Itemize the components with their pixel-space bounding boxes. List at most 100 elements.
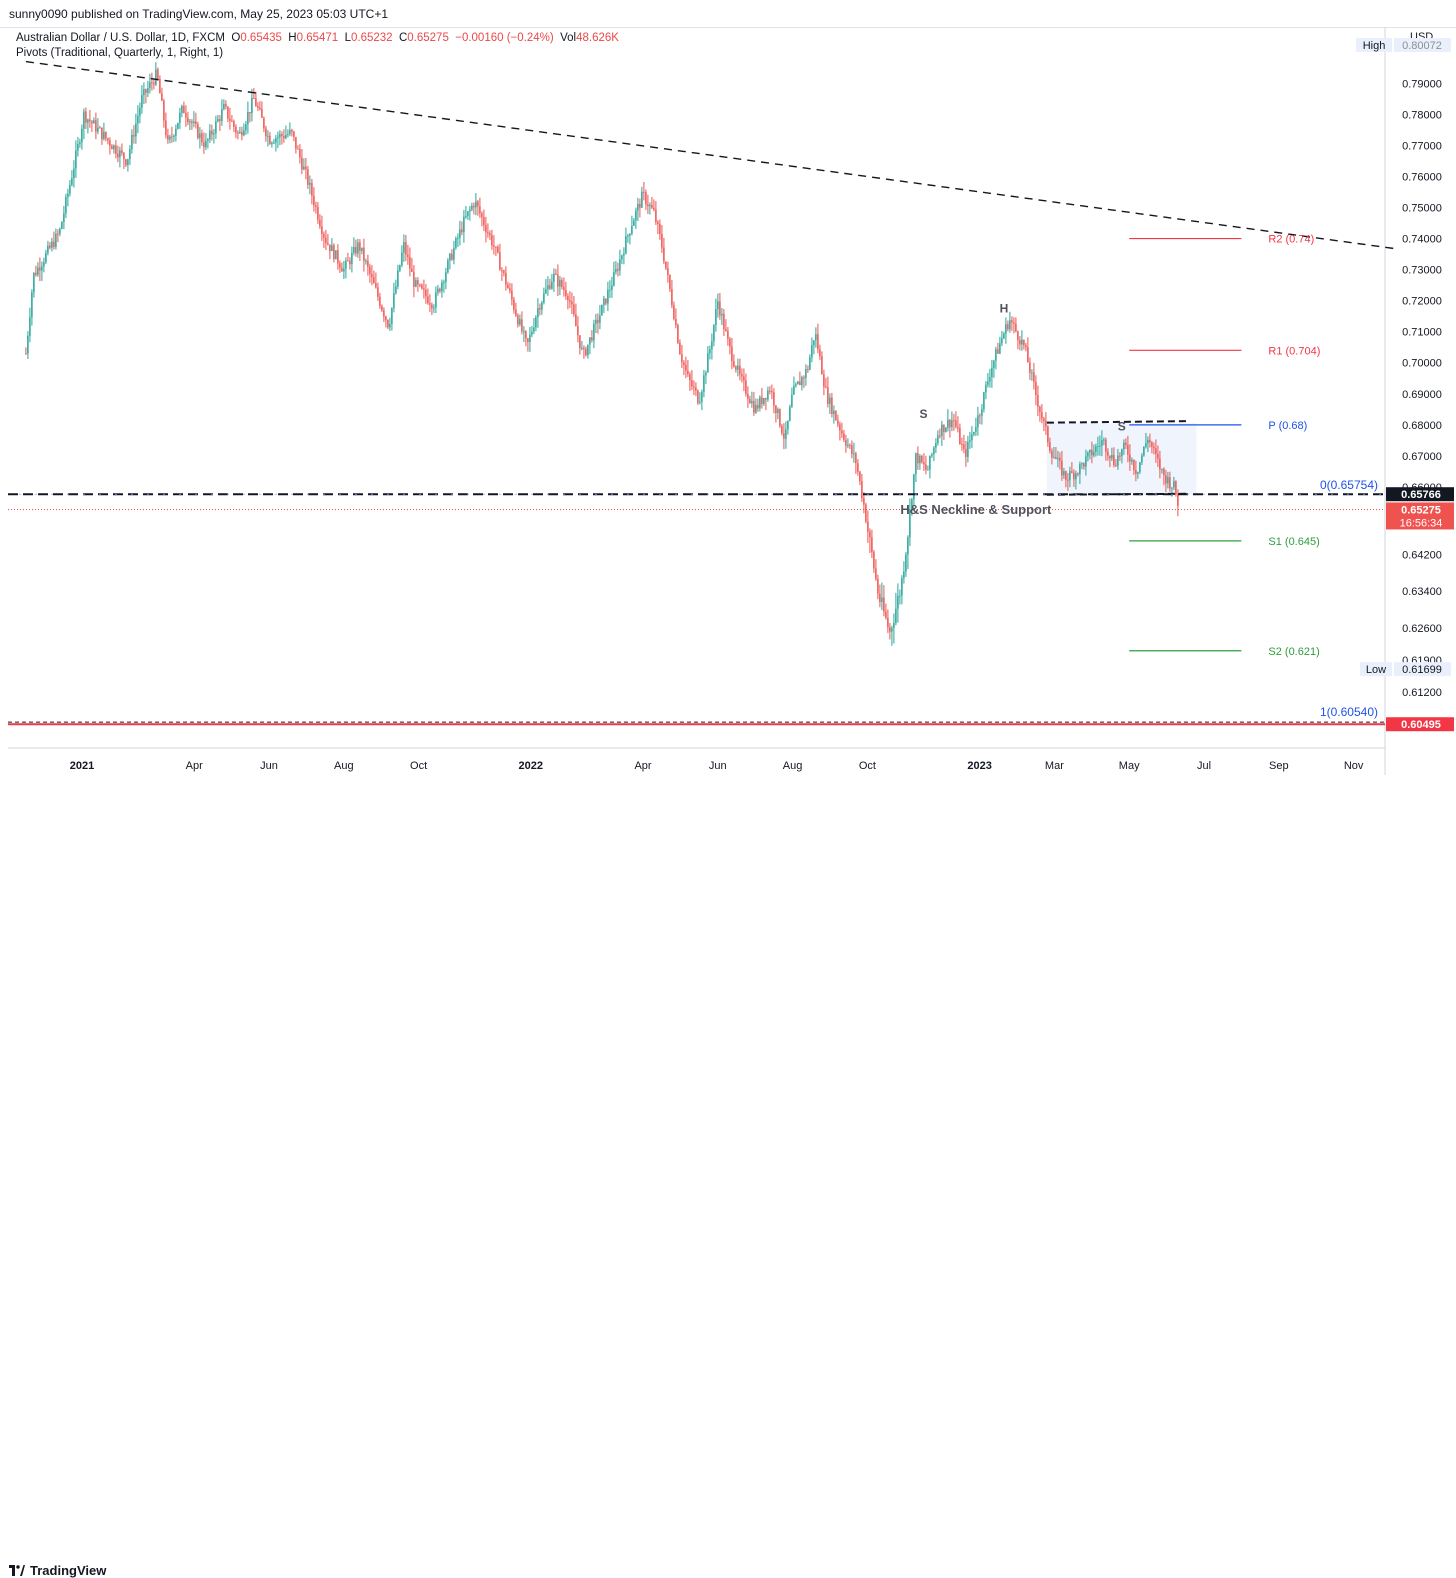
candle-body: [615, 269, 617, 273]
candle-body: [771, 391, 773, 393]
candle-body: [1163, 468, 1165, 476]
candle-body: [61, 222, 63, 229]
candle-body: [347, 260, 349, 262]
candle-body: [445, 272, 447, 283]
candle-body: [471, 205, 473, 210]
candle-body: [703, 375, 705, 392]
indicator-title[interactable]: Pivots (Traditional, Quarterly, 1, Right…: [16, 47, 224, 59]
candle-body: [1033, 372, 1035, 382]
candle-body: [105, 131, 107, 139]
candle-body: [1147, 439, 1149, 444]
candle-body: [933, 447, 935, 455]
candle-body: [257, 106, 259, 108]
candle-body: [531, 331, 533, 335]
candle-body: [289, 129, 291, 134]
candle-body: [489, 233, 491, 236]
candle-body: [437, 288, 439, 293]
candle-body: [947, 419, 949, 428]
candle-body: [1031, 372, 1033, 374]
candle-body: [869, 531, 871, 538]
candle-body: [733, 361, 735, 367]
x-tick-label: 2022: [519, 760, 543, 772]
candle-body: [843, 433, 845, 441]
candle-body: [655, 209, 657, 223]
candle-body: [727, 330, 729, 339]
candle-body: [1157, 453, 1159, 459]
x-tick-label: Apr: [186, 760, 203, 772]
candle-body: [857, 463, 859, 472]
candle-body: [957, 426, 959, 429]
candle-body: [209, 130, 211, 140]
candle-body: [817, 334, 819, 350]
candle-body: [343, 268, 345, 272]
candle-body: [945, 427, 947, 432]
candle-body: [261, 109, 263, 118]
candle-body: [785, 429, 787, 439]
neckline-price-badge: 0.65766: [1401, 489, 1441, 501]
candle-body: [1137, 472, 1139, 474]
candle-body: [499, 252, 501, 271]
candle-body: [1127, 444, 1129, 455]
candle-body: [683, 362, 685, 365]
candle-body: [107, 138, 109, 141]
x-tick-label: May: [1119, 760, 1140, 772]
candle-body: [1093, 451, 1095, 456]
candle-body: [371, 274, 373, 278]
tradingview-logo[interactable]: TradingView: [9, 1563, 106, 1578]
candle-body: [665, 261, 667, 269]
candle-body: [277, 137, 279, 139]
candle-body: [101, 127, 103, 140]
candle-body: [521, 319, 523, 332]
price-chart[interactable]: USD0.790000.780000.770000.760000.750000.…: [8, 27, 1456, 775]
candle-body: [153, 82, 155, 85]
candle-body: [491, 235, 493, 246]
candle-body: [635, 210, 637, 221]
candle-body: [1035, 381, 1037, 396]
x-tick-label: Jun: [709, 760, 727, 772]
candle-body: [1091, 449, 1093, 456]
candle-body: [1085, 456, 1087, 467]
low-value: 0.65232: [350, 32, 393, 44]
candle-body: [1039, 406, 1041, 413]
candle-body: [707, 353, 709, 373]
candle-body: [391, 307, 393, 324]
candle-body: [1043, 418, 1045, 421]
candle-body: [1141, 455, 1143, 463]
candle-body: [1115, 465, 1117, 467]
pivot-label: R1 (0.704): [1268, 345, 1320, 357]
candle-body: [375, 283, 377, 288]
candle-body: [517, 315, 519, 325]
y-tick-label: 0.68000: [1402, 420, 1442, 432]
candle-body: [87, 119, 89, 123]
open-value: 0.65435: [240, 32, 282, 44]
candle-body: [35, 272, 37, 275]
candle-body: [407, 254, 409, 257]
candle-body: [367, 260, 369, 267]
x-tick-label: Aug: [783, 760, 803, 772]
candle-body: [825, 386, 827, 388]
candle-body: [229, 118, 231, 121]
candle-body: [743, 376, 745, 381]
candle-body: [551, 281, 553, 289]
candle-body: [77, 143, 79, 151]
candle-body: [387, 319, 389, 328]
candle-body: [1109, 455, 1111, 459]
candle-body: [427, 296, 429, 304]
candle-body: [749, 399, 751, 404]
candle-body: [991, 367, 993, 378]
candle-body: [1165, 475, 1167, 484]
candle-body: [597, 319, 599, 323]
candle-body: [1017, 331, 1019, 341]
candle-body: [299, 148, 301, 158]
fib-level-1-label: 1(0.60540): [1320, 705, 1378, 719]
candle-body: [97, 127, 99, 132]
candle-body: [113, 145, 115, 150]
candle-body: [1009, 320, 1011, 330]
candle-body: [507, 284, 509, 289]
candle-body: [541, 302, 543, 310]
low-line-price-badge: 0.60495: [1401, 719, 1441, 731]
candle-body: [547, 285, 549, 290]
candle-body: [201, 133, 203, 143]
candle-body: [1003, 333, 1005, 339]
candle-body: [573, 304, 575, 315]
